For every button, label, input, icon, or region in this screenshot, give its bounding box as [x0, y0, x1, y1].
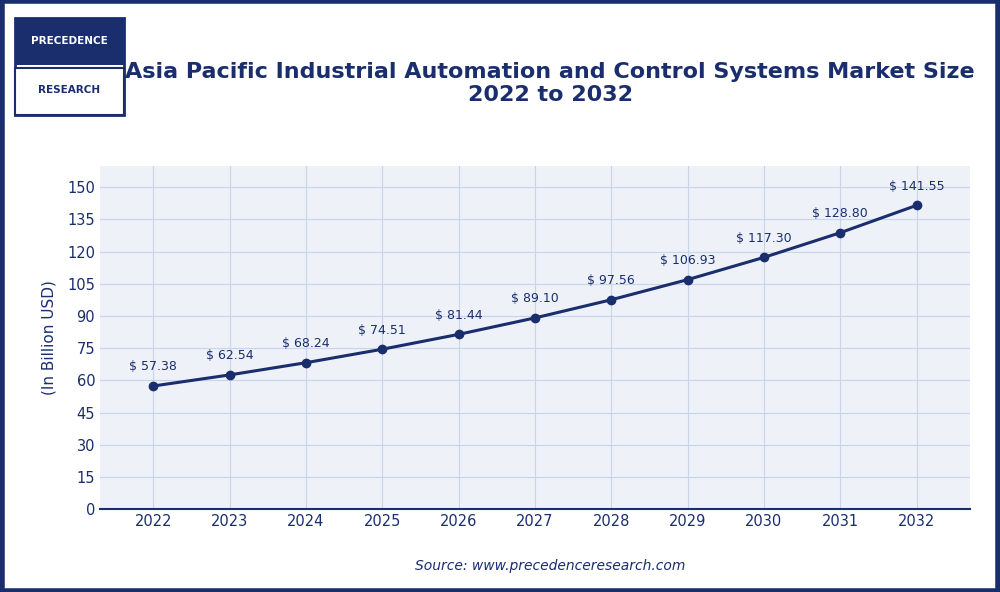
Text: $ 117.30: $ 117.30 [736, 232, 792, 245]
Text: $ 97.56: $ 97.56 [587, 274, 635, 287]
Text: $ 141.55: $ 141.55 [889, 180, 944, 193]
Text: Source: www.precedenceresearch.com: Source: www.precedenceresearch.com [415, 559, 685, 573]
Text: $ 106.93: $ 106.93 [660, 254, 715, 267]
Text: $ 81.44: $ 81.44 [435, 309, 482, 322]
FancyBboxPatch shape [15, 18, 124, 115]
Text: PRECEDENCE: PRECEDENCE [31, 36, 108, 46]
Y-axis label: (In Billion USD): (In Billion USD) [41, 280, 56, 395]
Text: $ 89.10: $ 89.10 [511, 292, 559, 305]
Text: $ 128.80: $ 128.80 [812, 207, 868, 220]
Text: $ 68.24: $ 68.24 [282, 337, 330, 350]
FancyBboxPatch shape [15, 18, 124, 65]
Text: $ 74.51: $ 74.51 [358, 324, 406, 337]
Text: $ 62.54: $ 62.54 [206, 349, 254, 362]
Text: Asia Pacific Industrial Automation and Control Systems Market Size
2022 to 2032: Asia Pacific Industrial Automation and C… [125, 62, 975, 105]
Text: RESEARCH: RESEARCH [38, 85, 101, 95]
FancyBboxPatch shape [15, 67, 124, 115]
Text: $ 57.38: $ 57.38 [129, 361, 177, 374]
